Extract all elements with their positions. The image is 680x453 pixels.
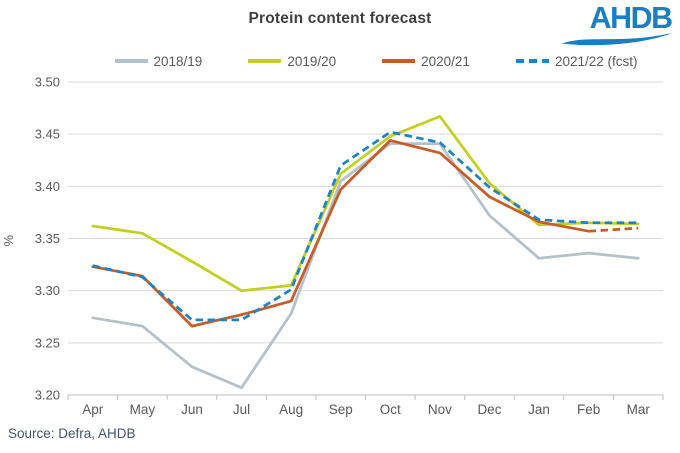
legend-item-2020-21[interactable]: 2020/21 <box>382 54 470 69</box>
y-tick-label: 3.20 <box>35 388 60 403</box>
y-tick-label: 3.50 <box>35 75 60 90</box>
x-tick-label: Mar <box>627 402 651 417</box>
x-tick-label: Nov <box>428 402 452 417</box>
legend-swatch-icon <box>248 59 282 63</box>
ahdb-logo: AHDB <box>560 0 673 46</box>
ahdb-logo-text: AHDB <box>590 0 673 35</box>
legend-item-label: 2021/22 (fcst) <box>554 53 638 69</box>
legend-swatch-icon <box>382 59 416 63</box>
y-tick-label: 3.45 <box>35 127 60 142</box>
series-line-2020-21-forecast <box>588 226 639 233</box>
chart-legend: 2018/19 2019/20 2020/21 2021/22 (fcst) <box>0 52 680 70</box>
x-tick-label: Jun <box>181 402 203 417</box>
y-tick-label: 3.25 <box>35 335 60 350</box>
y-tick-label: 3.40 <box>35 179 60 194</box>
y-tick-label: 3.30 <box>35 283 60 298</box>
x-tick-label: Jul <box>233 402 250 417</box>
legend-swatch-icon <box>114 59 148 63</box>
x-tick-label: May <box>130 402 156 417</box>
chart-title: Protein content forecast <box>248 10 432 27</box>
series-line-2019-20 <box>91 115 640 293</box>
x-tick-label: Oct <box>380 402 401 417</box>
series-line-2021-22-fcst- <box>92 130 639 322</box>
series-line-2018-19 <box>91 142 640 390</box>
legend-item-label: 2019/20 <box>287 53 337 69</box>
series-line-2020-21 <box>91 139 590 328</box>
x-tick-label: Sep <box>329 402 353 417</box>
legend-item-2018-19[interactable]: 2018/19 <box>114 53 203 69</box>
legend-item-2021-22-fcst-[interactable]: 2021/22 (fcst) <box>515 53 638 69</box>
x-tick-label: Apr <box>82 402 104 417</box>
source-note: Source: Defra, AHDB <box>8 426 136 441</box>
x-tick-label: Dec <box>477 402 501 417</box>
legend-item-label: 2018/19 <box>153 53 203 69</box>
legend-item-label: 2020/21 <box>421 53 470 69</box>
legend-item-2019-20[interactable]: 2019/20 <box>248 54 336 69</box>
x-tick-label: Aug <box>279 402 303 417</box>
x-axis: Apr May Jun Jul Aug Sep Oct Nov Dec Jan Feb Mar <box>67 395 664 417</box>
ahdb-logo-wave-icon <box>562 33 672 46</box>
y-axis-title: % <box>1 235 16 247</box>
y-tick-label: 3.35 <box>35 231 60 246</box>
y-axis-labels: 3.20 3.25 3.30 3.35 3.40 3.45 3.50 <box>35 75 60 403</box>
x-tick-label: Feb <box>577 402 600 417</box>
gridlines <box>68 81 663 396</box>
x-tick-label: Jan <box>528 402 550 417</box>
legend-swatch-icon <box>515 59 549 63</box>
series-lines <box>91 115 640 390</box>
